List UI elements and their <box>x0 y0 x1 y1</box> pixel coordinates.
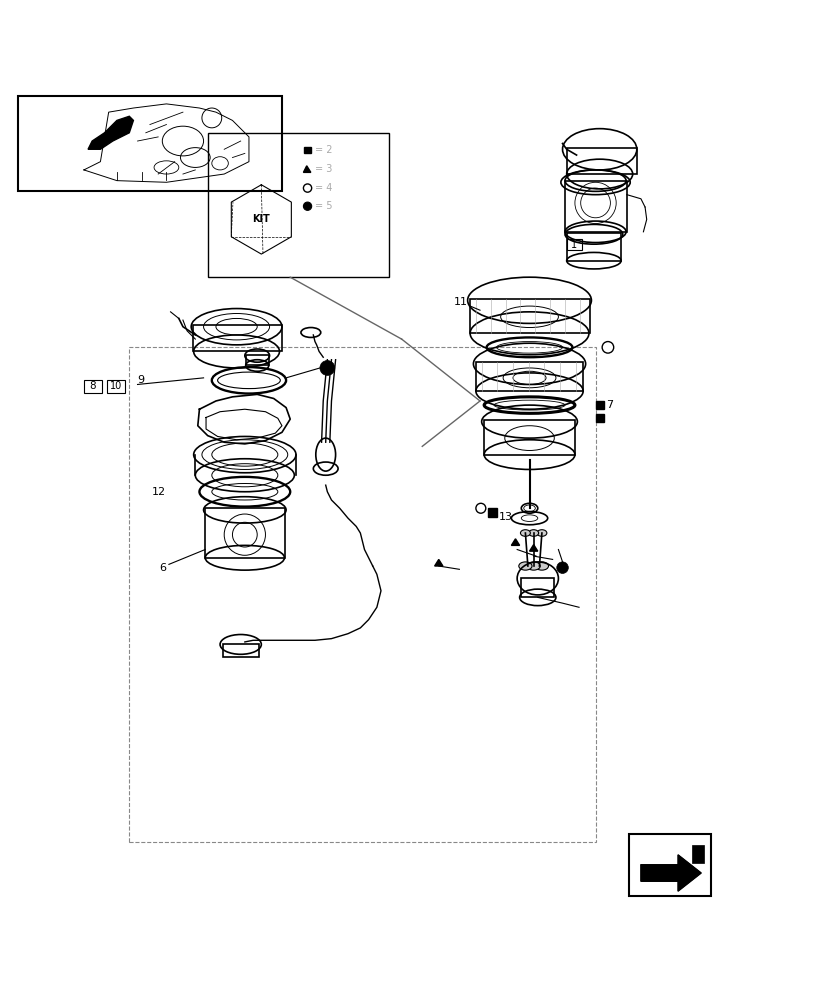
Text: 13: 13 <box>499 512 513 522</box>
Polygon shape <box>640 855 700 891</box>
Polygon shape <box>304 147 310 153</box>
Text: = 4: = 4 <box>314 183 332 193</box>
Bar <box>564 181 626 232</box>
Polygon shape <box>595 414 603 422</box>
Text: 7: 7 <box>605 400 613 410</box>
Text: 6: 6 <box>160 563 166 573</box>
Text: 9: 9 <box>137 375 145 385</box>
Ellipse shape <box>528 530 538 536</box>
Polygon shape <box>88 116 133 149</box>
Polygon shape <box>303 166 310 172</box>
Bar <box>205 508 285 558</box>
Bar <box>566 239 581 250</box>
Ellipse shape <box>527 562 539 570</box>
Circle shape <box>319 361 334 375</box>
Text: = 5: = 5 <box>314 201 332 211</box>
Bar <box>476 362 582 391</box>
Bar <box>566 233 620 261</box>
Bar <box>628 834 710 896</box>
Text: = 3: = 3 <box>314 164 332 174</box>
Bar <box>193 325 282 351</box>
Bar <box>246 355 269 365</box>
Bar <box>521 578 553 597</box>
Text: 8: 8 <box>89 381 96 391</box>
Text: 1: 1 <box>571 240 576 250</box>
Bar <box>129 347 595 842</box>
Text: 10: 10 <box>110 381 122 391</box>
Text: KIT: KIT <box>252 214 270 224</box>
Circle shape <box>556 562 567 573</box>
Bar <box>566 148 636 174</box>
Text: 11: 11 <box>453 297 467 307</box>
Ellipse shape <box>519 562 532 570</box>
Bar <box>691 845 704 863</box>
Ellipse shape <box>520 530 530 536</box>
Bar <box>470 299 589 333</box>
Ellipse shape <box>521 503 537 513</box>
Bar <box>222 644 259 657</box>
Polygon shape <box>434 559 442 566</box>
Ellipse shape <box>537 530 546 536</box>
Bar <box>107 380 125 393</box>
Ellipse shape <box>535 562 547 570</box>
Polygon shape <box>529 545 537 551</box>
Bar <box>208 133 389 277</box>
Text: 12: 12 <box>152 487 166 497</box>
Bar <box>84 380 102 393</box>
Circle shape <box>303 202 311 210</box>
Text: = 2: = 2 <box>314 145 332 155</box>
Polygon shape <box>595 401 603 409</box>
Polygon shape <box>511 539 519 545</box>
Polygon shape <box>488 508 496 517</box>
Bar <box>484 420 574 455</box>
Bar <box>18 96 282 191</box>
